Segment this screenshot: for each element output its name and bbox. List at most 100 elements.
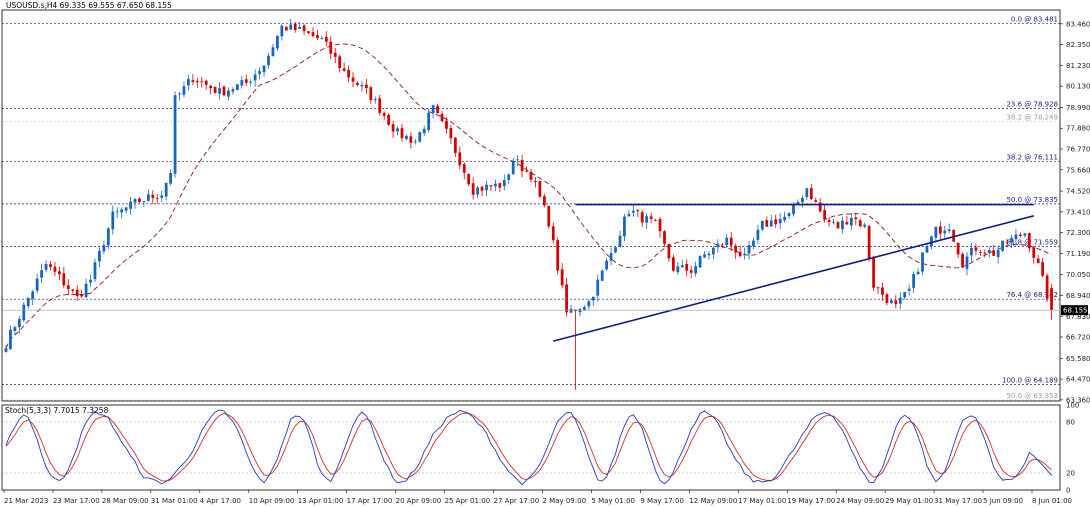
candle-body: [240, 80, 244, 86]
candle-body: [885, 294, 889, 303]
candle-body: [396, 128, 399, 132]
y-tick-label: 66.720: [1066, 334, 1090, 342]
candle-body: [556, 240, 560, 271]
candle-body: [534, 181, 537, 183]
candle-body: [49, 264, 52, 267]
candle-body: [458, 152, 462, 166]
candle-body: [587, 301, 591, 307]
candle-body: [667, 243, 671, 259]
candle-body: [952, 229, 956, 242]
candle-body: [106, 228, 110, 246]
candle-body: [596, 279, 600, 296]
candle-body: [480, 186, 484, 191]
x-tick-label: 4 Apr 17:00: [200, 497, 241, 505]
candle-body: [44, 263, 48, 270]
candle-body: [329, 41, 333, 54]
candle-body: [231, 89, 235, 92]
candle-body: [200, 81, 204, 83]
candle-body: [1005, 241, 1009, 243]
candle-body: [680, 265, 684, 268]
candle-body: [173, 95, 177, 174]
x-tick-label: 20 Apr 09:00: [396, 497, 442, 505]
y-tick-label: 78.990: [1066, 104, 1090, 112]
candle-body: [400, 128, 404, 139]
candle-body: [961, 253, 964, 268]
candle-body: [747, 245, 751, 254]
candle-body: [436, 105, 439, 114]
candle-body: [930, 236, 933, 246]
candle-body: [324, 36, 328, 42]
y-tick-label: 75.660: [1066, 166, 1090, 174]
chart-header: USOUSD.s,H4 69.335 69.555 67.650 68.155: [6, 1, 172, 10]
candle-body: [760, 220, 764, 230]
candle-body: [422, 128, 426, 134]
candle-body: [333, 52, 337, 57]
candle-body: [249, 81, 253, 83]
candle-body: [765, 220, 769, 227]
candle-body: [925, 245, 929, 253]
candle-body: [93, 262, 97, 280]
y-tick-label: 63.360: [1066, 396, 1090, 404]
x-tick-label: 12 May 09:00: [689, 497, 737, 505]
candle-body: [302, 25, 306, 32]
candle-body: [1019, 234, 1022, 237]
candle-body: [609, 253, 613, 261]
candle-body: [965, 256, 969, 269]
candle-body: [854, 217, 858, 220]
candle-body: [204, 80, 208, 85]
fib-level-label: 61.8 @ 71.559: [1006, 238, 1058, 246]
candle-body: [614, 247, 617, 253]
candle-body: [685, 264, 689, 271]
y-tick-label: 64.470: [1066, 376, 1090, 384]
candle-body: [894, 300, 898, 305]
candle-body: [280, 25, 284, 37]
candle-body: [658, 219, 662, 232]
candle-body: [542, 196, 546, 206]
candle-body: [529, 171, 533, 180]
candle-body: [689, 270, 693, 273]
candle-body: [640, 212, 644, 223]
candle-body: [169, 173, 172, 184]
candle-body: [289, 24, 293, 30]
stoch-panel-frame: [1, 404, 1061, 491]
candle-body: [53, 266, 57, 272]
x-tick-label: 19 May 17:00: [787, 497, 835, 505]
candle-body: [235, 84, 239, 91]
candle-body: [4, 348, 8, 352]
candle-body: [947, 229, 951, 232]
candle-body: [676, 266, 680, 272]
candle-body: [502, 180, 506, 187]
candle-body: [560, 269, 564, 286]
y-tick-label: 70.050: [1066, 271, 1090, 279]
candle-body: [743, 253, 746, 255]
candle-body: [31, 291, 35, 299]
candle-body: [316, 35, 319, 39]
candle-body: [13, 327, 17, 331]
candle-body: [756, 229, 760, 240]
candle-body: [507, 174, 511, 180]
candle-body: [17, 319, 21, 328]
candle-body: [267, 55, 270, 66]
candle-body: [1023, 233, 1027, 236]
candle-body: [80, 294, 84, 297]
main-panel-frame: [1, 9, 1061, 402]
candle-body: [244, 79, 248, 83]
candle-body: [738, 251, 742, 257]
candle-body: [191, 80, 195, 82]
candle-body: [805, 188, 809, 198]
fib-level-label: 0.0 @ 83.481: [1011, 15, 1058, 23]
candle-body: [627, 213, 631, 217]
candle-body: [418, 132, 422, 142]
y-tick-label: 68.940: [1066, 292, 1090, 300]
candle-body: [1014, 234, 1018, 240]
y-tick-label: 80.130: [1066, 83, 1090, 91]
y-tick-label: 76.770: [1066, 146, 1090, 154]
candle-body: [898, 297, 902, 304]
candle-body: [1032, 247, 1036, 258]
candle-body: [814, 200, 818, 202]
x-tick-label: 8 Jun 01:00: [1032, 497, 1072, 505]
candle-body: [1045, 275, 1049, 299]
candle-body: [160, 195, 164, 198]
candle-body: [565, 284, 568, 313]
moving-average-line: [5, 43, 1052, 349]
